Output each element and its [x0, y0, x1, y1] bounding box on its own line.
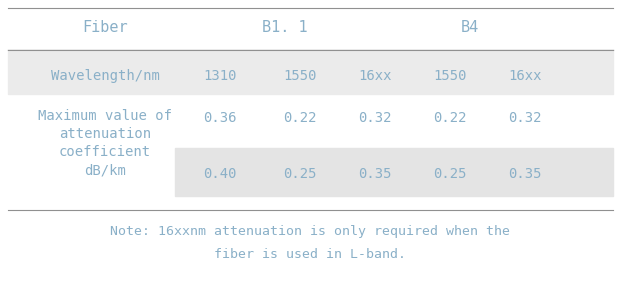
- Text: 1310: 1310: [203, 69, 237, 83]
- Text: 0.25: 0.25: [433, 167, 467, 181]
- Text: 0.32: 0.32: [358, 111, 392, 125]
- Text: attenuation: attenuation: [59, 127, 151, 141]
- Text: Note: 16xxnm attenuation is only required when the: Note: 16xxnm attenuation is only require…: [110, 226, 510, 239]
- Text: Wavelength/nm: Wavelength/nm: [50, 69, 160, 83]
- Text: 16xx: 16xx: [358, 69, 392, 83]
- Text: 0.36: 0.36: [203, 111, 237, 125]
- Text: 0.35: 0.35: [508, 167, 542, 181]
- Text: coefficient: coefficient: [59, 145, 151, 159]
- Text: 0.25: 0.25: [283, 167, 317, 181]
- Text: 1550: 1550: [433, 69, 467, 83]
- Text: 0.35: 0.35: [358, 167, 392, 181]
- Text: B1. 1: B1. 1: [262, 21, 308, 36]
- Text: 16xx: 16xx: [508, 69, 542, 83]
- Text: B4: B4: [461, 21, 479, 36]
- Text: Fiber: Fiber: [82, 21, 128, 36]
- Text: 0.22: 0.22: [283, 111, 317, 125]
- Bar: [175, 148, 613, 196]
- Text: dB/km: dB/km: [84, 163, 126, 177]
- Text: 1550: 1550: [283, 69, 317, 83]
- Text: 0.22: 0.22: [433, 111, 467, 125]
- Bar: [8, 52, 613, 94]
- Text: fiber is used in L-band.: fiber is used in L-band.: [214, 248, 406, 261]
- Text: 0.32: 0.32: [508, 111, 542, 125]
- Text: 0.40: 0.40: [203, 167, 237, 181]
- Text: Maximum value of: Maximum value of: [38, 109, 172, 123]
